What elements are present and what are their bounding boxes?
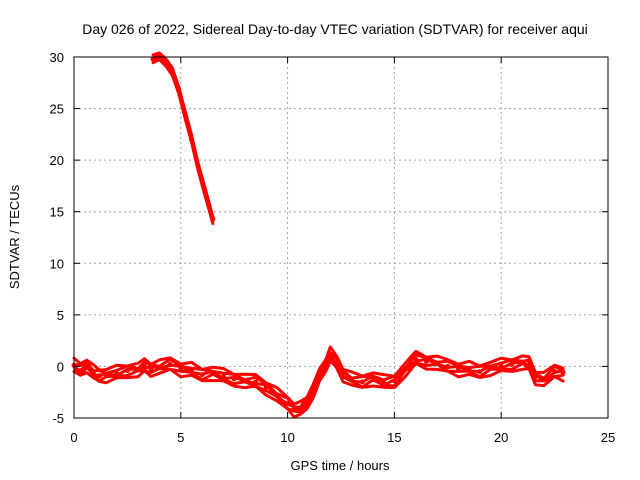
data-point [169, 70, 175, 75]
series-low-branch [71, 345, 566, 419]
x-tick-label: 10 [280, 430, 294, 445]
y-tick-label: 0 [57, 359, 64, 374]
data-point [142, 363, 147, 369]
series-layer [71, 51, 566, 419]
data-point [163, 58, 169, 64]
y-axis-label: SDTVAR / TECUs [7, 184, 22, 289]
y-tick-label: 25 [50, 102, 64, 117]
data-point [263, 384, 269, 390]
y-tick-label: 5 [57, 308, 64, 323]
data-point [498, 363, 504, 369]
data-point [156, 365, 162, 370]
data-point [90, 370, 96, 376]
data-point [124, 368, 130, 374]
data-point [210, 370, 216, 376]
data-point [201, 186, 207, 192]
data-point [221, 374, 226, 380]
data-point [456, 366, 461, 371]
data-point [509, 361, 515, 367]
y-tick-labels: -5 0 5 10 15 20 25 30 [50, 50, 64, 426]
data-point [199, 372, 205, 378]
data-point [210, 216, 216, 222]
data-point [317, 374, 323, 380]
data-point [189, 137, 194, 142]
plot-frame [73, 56, 609, 419]
data-point [84, 361, 90, 367]
data-point [413, 356, 419, 362]
data-point [520, 359, 526, 365]
data-point [349, 377, 355, 383]
data-point [167, 361, 173, 367]
data-point [340, 371, 346, 377]
series-high-branch [150, 51, 216, 226]
y-tick-label: 20 [50, 153, 64, 168]
data-point [334, 360, 340, 366]
series-strand [151, 58, 215, 223]
data-point [135, 367, 141, 372]
data-point [402, 367, 408, 372]
x-tick-label: 0 [70, 430, 77, 445]
data-point [541, 377, 547, 383]
data-point [488, 365, 493, 370]
series-strand [151, 58, 215, 226]
chart-title: Day 026 of 2022, Sidereal Day-to-day VTE… [82, 21, 588, 37]
data-point [445, 363, 451, 369]
data-point [176, 87, 182, 93]
data-point [381, 380, 387, 386]
data-point [182, 111, 188, 117]
data-point [310, 387, 316, 393]
x-tick-label: 25 [601, 430, 615, 445]
data-point [285, 401, 291, 407]
data-point [423, 358, 429, 364]
data-point [359, 379, 365, 385]
y-tick-label: 15 [50, 205, 64, 220]
data-point [552, 369, 558, 375]
data-point [148, 366, 154, 371]
data-point [291, 406, 297, 412]
data-point [150, 56, 156, 62]
data-point [466, 367, 472, 372]
data-point [206, 203, 212, 208]
y-tick-label: -5 [52, 411, 64, 426]
data-point [327, 351, 333, 357]
data-point [114, 371, 120, 377]
y-tick-label: 10 [50, 256, 64, 271]
data-point [304, 400, 310, 405]
data-point [560, 370, 566, 376]
data-point [526, 361, 532, 367]
data-point [477, 369, 483, 375]
data-point [370, 375, 376, 381]
data-point [253, 379, 259, 385]
x-tick-label: 15 [387, 430, 401, 445]
x-tick-label: 5 [177, 430, 184, 445]
data-point [178, 366, 184, 371]
data-point [195, 162, 201, 168]
ticks [73, 56, 609, 419]
data-point [189, 368, 194, 374]
data-point [103, 372, 109, 378]
data-point [323, 360, 329, 366]
x-tick-label: 20 [494, 430, 508, 445]
data-point [77, 368, 83, 374]
data-point [391, 378, 397, 384]
x-axis-label: GPS time / hours [291, 458, 390, 473]
data-point [242, 378, 248, 384]
y-tick-label: 30 [50, 50, 64, 65]
data-point [231, 376, 237, 382]
data-point [274, 392, 280, 398]
data-point [97, 373, 103, 379]
data-point [297, 407, 303, 413]
x-tick-labels: 0 5 10 15 20 25 [70, 430, 615, 445]
data-point [434, 360, 440, 366]
series-strand [72, 345, 565, 406]
data-point [532, 374, 538, 380]
